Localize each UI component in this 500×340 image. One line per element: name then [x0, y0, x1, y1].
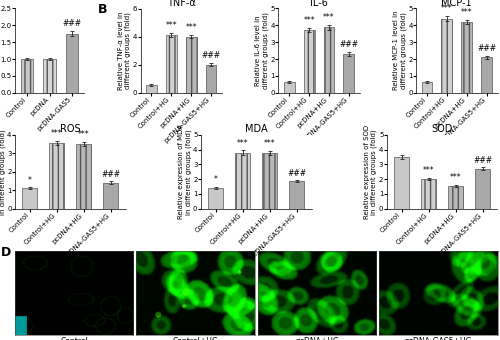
Bar: [21, 59, 34, 93]
Bar: [66, 34, 78, 93]
Text: *: *: [28, 176, 32, 185]
Title: MCP-1: MCP-1: [442, 0, 472, 8]
Bar: [236, 153, 250, 209]
X-axis label: Control: Control: [60, 337, 88, 340]
Bar: [208, 188, 223, 209]
Y-axis label: Relative IL-6 level in
different groups (fold): Relative IL-6 level in different groups …: [256, 12, 269, 89]
Bar: [166, 35, 177, 93]
Bar: [44, 59, 56, 93]
Text: ###: ###: [477, 44, 496, 53]
Text: ***: ***: [78, 130, 90, 139]
Text: ***: ***: [186, 23, 197, 32]
Y-axis label: Relative expression of SOD
in different groups (fold): Relative expression of SOD in different …: [364, 125, 378, 219]
Bar: [304, 30, 314, 93]
Bar: [481, 57, 492, 93]
X-axis label: pcDNA+HG: pcDNA+HG: [295, 337, 339, 340]
Bar: [186, 37, 196, 93]
Y-axis label: Relative expression of MDA
in different groups (fold): Relative expression of MDA in different …: [178, 124, 192, 219]
Bar: [344, 54, 354, 93]
Text: ###: ###: [62, 19, 82, 28]
Y-axis label: Relative TNF-α level in
different groups (fold): Relative TNF-α level in different groups…: [118, 11, 131, 90]
Bar: [284, 82, 294, 93]
Text: *: *: [214, 175, 218, 185]
Bar: [448, 186, 463, 209]
Bar: [422, 82, 432, 93]
Text: D: D: [1, 245, 11, 259]
Text: ***: ***: [441, 4, 452, 13]
Bar: [442, 19, 452, 93]
X-axis label: Control+HG: Control+HG: [172, 337, 218, 340]
Y-axis label: Relative expression of ROS
in different groups (fold): Relative expression of ROS in different …: [0, 125, 6, 219]
Bar: [324, 27, 334, 93]
Text: ###: ###: [473, 156, 492, 165]
Bar: [290, 181, 304, 209]
Bar: [206, 65, 216, 93]
Text: B: B: [98, 3, 108, 16]
Bar: [50, 143, 64, 209]
Text: ###: ###: [202, 51, 220, 60]
Title: IL-6: IL-6: [310, 0, 328, 8]
Bar: [462, 22, 472, 93]
Title: SOD: SOD: [432, 124, 453, 134]
Bar: [262, 153, 277, 209]
Title: ROS: ROS: [60, 124, 80, 134]
X-axis label: pcDNA-GAS5+HG: pcDNA-GAS5+HG: [404, 337, 472, 340]
Text: ###: ###: [287, 169, 306, 177]
Text: ***: ***: [461, 8, 472, 17]
Text: ###: ###: [102, 170, 120, 179]
Text: ***: ***: [323, 13, 335, 21]
Title: MDA: MDA: [245, 124, 268, 134]
Bar: [475, 169, 490, 209]
Text: ###: ###: [339, 40, 358, 49]
Text: ***: ***: [237, 139, 248, 148]
Y-axis label: Relative MCP-1 level in
different groups (fold): Relative MCP-1 level in different groups…: [394, 11, 407, 90]
Bar: [104, 183, 118, 209]
Bar: [421, 179, 436, 209]
Text: ***: ***: [166, 21, 177, 30]
Title: TNF-α: TNF-α: [167, 0, 196, 8]
Text: ***: ***: [423, 166, 434, 175]
Text: ***: ***: [450, 173, 462, 182]
Bar: [22, 188, 38, 209]
Bar: [76, 144, 92, 209]
Bar: [146, 85, 157, 93]
Text: ***: ***: [51, 129, 62, 138]
Text: ***: ***: [264, 139, 276, 149]
Bar: [394, 157, 409, 209]
Text: ***: ***: [304, 16, 315, 26]
